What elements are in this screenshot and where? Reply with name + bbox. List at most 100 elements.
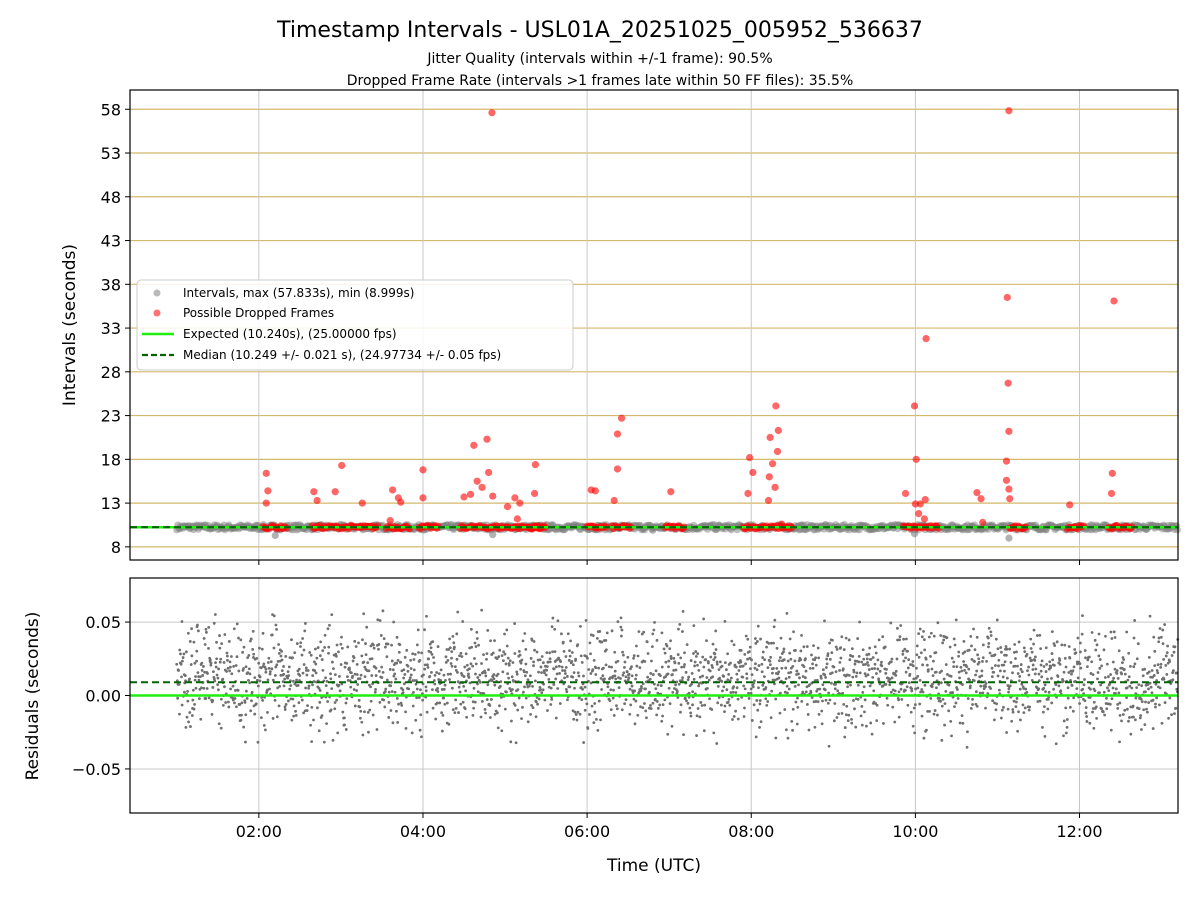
- residual-point: [554, 665, 558, 669]
- residual-point: [986, 636, 990, 640]
- residual-point: [389, 684, 393, 688]
- residual-point: [583, 708, 587, 712]
- residual-point: [707, 678, 711, 682]
- residual-point: [538, 658, 542, 662]
- residual-point: [237, 669, 241, 673]
- residual-point: [534, 700, 538, 704]
- residual-point: [834, 645, 838, 649]
- residual-point: [535, 696, 539, 699]
- residual-point: [854, 674, 858, 678]
- residual-point: [1039, 647, 1043, 651]
- residual-point: [251, 629, 255, 633]
- residual-point: [997, 664, 1000, 668]
- residual-point: [197, 678, 201, 682]
- residual-point: [985, 659, 988, 663]
- residual-point: [612, 713, 616, 717]
- residual-point: [913, 703, 917, 707]
- residual-point: [1118, 713, 1122, 717]
- residual-point: [949, 720, 953, 723]
- residual-point: [469, 627, 473, 631]
- residual-point: [702, 617, 706, 621]
- residual-point: [1136, 642, 1140, 646]
- residual-point: [553, 650, 557, 654]
- residual-point: [635, 664, 639, 668]
- residual-point: [1151, 727, 1155, 730]
- residual-point: [496, 726, 500, 730]
- dropped-point: [419, 466, 427, 474]
- residual-point: [958, 676, 961, 680]
- residual-point: [467, 667, 471, 671]
- residual-point: [667, 665, 670, 669]
- residual-point: [693, 660, 697, 664]
- residual-point: [223, 685, 226, 689]
- residual-point: [1079, 650, 1082, 654]
- residual-point: [1093, 689, 1097, 693]
- residual-point: [258, 675, 262, 679]
- residual-point: [921, 663, 925, 667]
- residual-point: [454, 707, 458, 710]
- residual-point: [954, 701, 958, 705]
- residual-point: [259, 666, 263, 670]
- residual-point: [723, 661, 727, 665]
- residual-point: [288, 656, 292, 660]
- residual-point: [508, 687, 512, 690]
- residual-point: [400, 703, 404, 707]
- residual-point: [904, 670, 908, 674]
- residual-point: [472, 686, 476, 690]
- residual-point: [513, 622, 517, 625]
- residual-point: [511, 661, 515, 664]
- dropped-point: [921, 496, 929, 504]
- residual-point: [624, 675, 628, 679]
- residual-point: [179, 652, 182, 656]
- residual-point: [189, 663, 193, 666]
- residual-point: [768, 663, 772, 667]
- residual-point: [743, 652, 747, 656]
- residual-point: [634, 699, 638, 703]
- residual-point: [416, 628, 420, 632]
- residual-point: [988, 651, 992, 655]
- residual-point: [367, 669, 371, 673]
- residual-point: [827, 691, 831, 695]
- residual-point: [475, 630, 479, 634]
- residual-point: [967, 648, 971, 652]
- residual-point: [598, 630, 602, 633]
- residual-point: [433, 673, 437, 677]
- residual-point: [212, 670, 215, 673]
- residual-point: [180, 703, 184, 707]
- residual-point: [711, 666, 714, 669]
- residual-point: [723, 710, 726, 714]
- residual-point: [476, 690, 480, 694]
- residual-point: [258, 679, 262, 683]
- residual-point: [775, 646, 779, 650]
- residual-point: [426, 666, 430, 669]
- residual-point: [1173, 645, 1177, 649]
- residual-point: [980, 669, 984, 673]
- residual-point: [814, 663, 818, 667]
- residual-point: [873, 645, 877, 649]
- residual-point: [324, 676, 328, 680]
- residual-point: [1116, 706, 1120, 710]
- residual-point: [910, 687, 914, 691]
- residual-point: [1132, 665, 1136, 669]
- residual-point: [576, 671, 580, 675]
- residual-point: [535, 650, 539, 654]
- residual-point: [810, 696, 814, 699]
- residual-point: [680, 665, 684, 669]
- top-y-axis-label: Intervals (seconds): [60, 244, 80, 406]
- residual-point: [547, 685, 551, 689]
- residual-point: [1164, 664, 1168, 667]
- residual-point: [918, 702, 922, 706]
- residual-point: [520, 658, 524, 662]
- residual-point: [1017, 679, 1021, 683]
- residual-point: [841, 691, 845, 695]
- residual-point: [1037, 672, 1041, 676]
- residual-point: [807, 728, 811, 732]
- residual-point: [423, 628, 426, 632]
- residual-point: [862, 685, 866, 689]
- residual-point: [456, 610, 460, 614]
- residual-point: [967, 667, 971, 671]
- residual-point: [801, 675, 805, 678]
- residual-point: [606, 692, 610, 695]
- residual-point: [777, 670, 781, 674]
- residual-point: [1102, 690, 1106, 694]
